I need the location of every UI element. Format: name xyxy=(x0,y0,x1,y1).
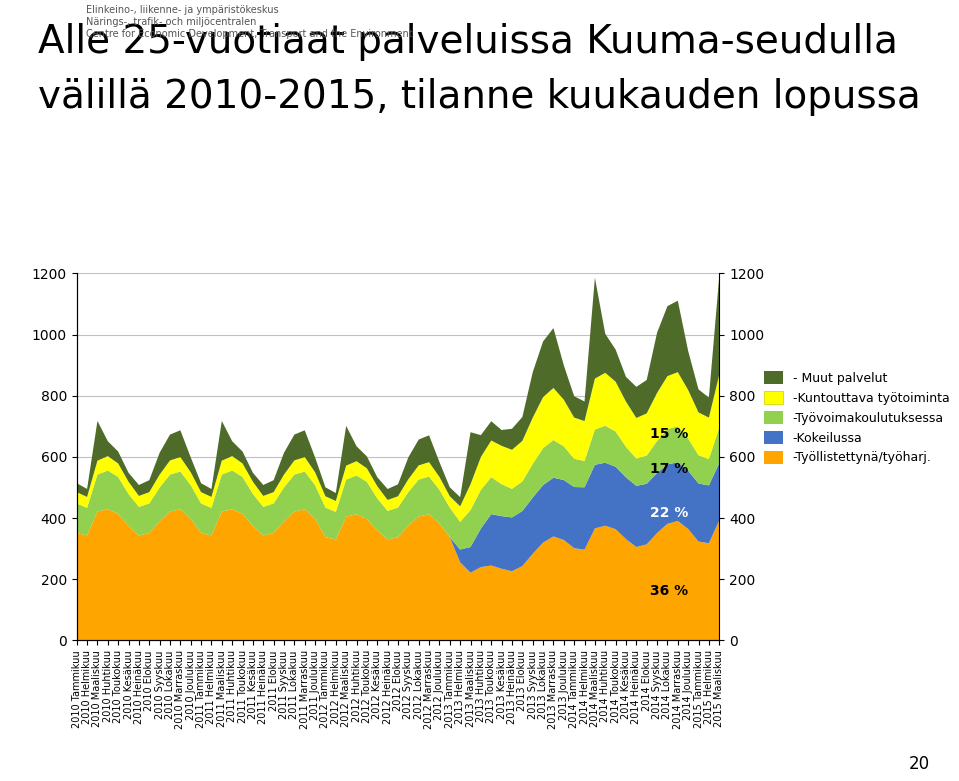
Text: Centre for Economic Development, Transport and the Environment: Centre for Economic Development, Transpo… xyxy=(86,29,413,39)
Text: Närings-, trafik- och miljöcentralen: Närings-, trafik- och miljöcentralen xyxy=(86,17,257,27)
Text: välillä 2010-2015, tilanne kuukauden lopussa: välillä 2010-2015, tilanne kuukauden lop… xyxy=(38,78,921,116)
Text: 22 %: 22 % xyxy=(650,505,689,519)
Text: Alle 25-vuotiaat palveluissa Kuuma-seudulla: Alle 25-vuotiaat palveluissa Kuuma-seudu… xyxy=(38,23,899,62)
Text: 17 %: 17 % xyxy=(650,462,689,476)
Text: Elinkeino-, liikenne- ja ympäristökeskus: Elinkeino-, liikenne- ja ympäristökeskus xyxy=(86,5,279,16)
Text: 36 %: 36 % xyxy=(650,584,689,598)
Legend: - Muut palvelut, -Kuntouttava työtoiminta, -Työvoimakoulutuksessa, -Kokeilussa, : - Muut palvelut, -Kuntouttava työtoimint… xyxy=(764,372,949,465)
Text: 15 %: 15 % xyxy=(650,426,689,440)
Text: 20: 20 xyxy=(909,755,930,773)
